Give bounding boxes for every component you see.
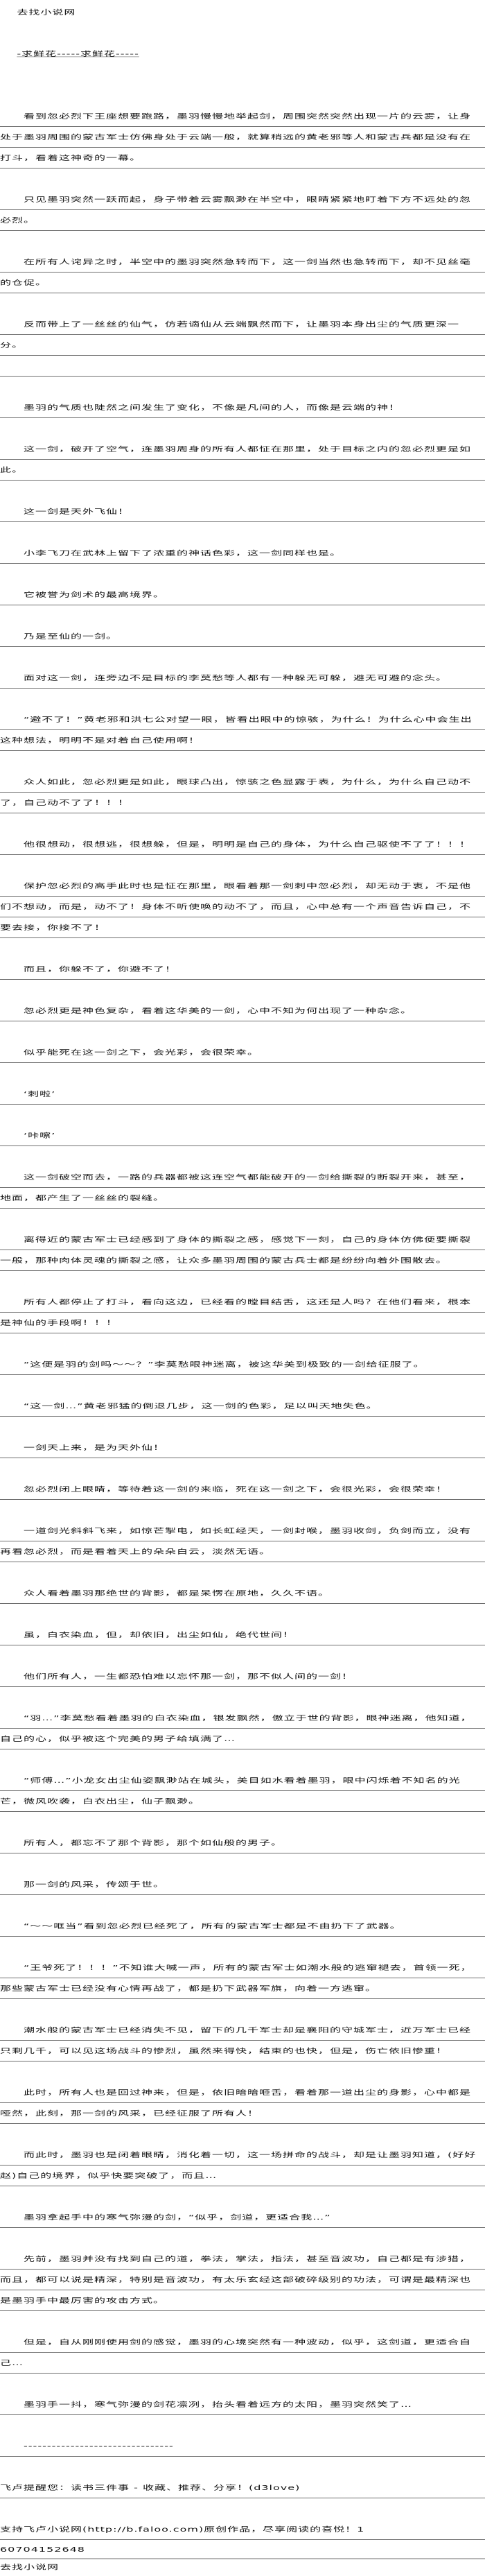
paragraph: 众人如此，忽必烈更是如此，眼球凸出，惊骇之色显露于表，为什么，为什么自己动不了，… <box>0 772 485 813</box>
paragraph: 一道剑光斜斜飞来，如惊芒掣电，如长虹经天，一剑封喉，墨羽收剑，负剑而立，没有再看… <box>0 1521 485 1562</box>
paragraph: 保护忽必烈的高手此时也是怔在那里，眼看着那一剑刺中忽必烈，却无动于衷，不是他们不… <box>0 876 485 938</box>
footer-reminder: 飞卢提醒您：读书三件事 - 收藏、推荐、分享！(d3love) <box>0 2478 485 2499</box>
paragraph: “这便是羽的剑吗～～？”李莫愁眼神迷离，被这华美到极致的一剑给征服了。 <box>0 1354 485 1376</box>
paragraph: 它被誉为剑术的最高境界。 <box>0 585 485 606</box>
paragraph: 虽，白衣染血，但，却依旧，出尘如仙，绝代世间！ <box>0 1625 485 1645</box>
footer-support-number: 60704152648 <box>0 2540 485 2559</box>
paragraph: “避不了！”黄老邪和洪七公对望一眼，皆看出眼中的惊骇，为什么！为什么心中会生出这… <box>0 709 485 751</box>
paragraph: 看到忽必烈下王座想要跑路，墨羽慢慢地举起剑，周围突然突然出现一片的云雾，让身处于… <box>0 106 485 168</box>
paragraph: 那一剑的风采，传颂于世。 <box>0 1874 485 1895</box>
paragraph: 所有人，都忘不了那个背影，那个如仙般的男子。 <box>0 1833 485 1853</box>
paragraph: 似乎能死在这一剑之下，会光彩，会很荣幸。 <box>0 1042 485 1064</box>
paragraph: 墨羽手一抖，寒气弥漫的剑花凛冽，抬头看着远方的太阳，墨羽突然笑了… <box>0 2394 485 2416</box>
paragraph: 墨羽的气质也陡然之间发生了变化，不像是凡间的人，而像是云端的神！ <box>0 397 485 418</box>
paragraph: 潮水般的蒙古军士已经消失不见，留下的几千军士却是襄阳的守城军士，近万军士已经只剩… <box>0 2020 485 2061</box>
paragraph: 只见墨羽突然一跃而起，身子带着云雾飘渺在半空中，眼睛紧紧地盯着下方不远处的忽必烈… <box>0 189 485 231</box>
paragraph: “王爷死了！！！”不知谁大喊一声，所有的蒙古军士如潮水般的逃窜褪去，首领一死，那… <box>0 1957 485 1999</box>
paragraph: 忽必烈更是神色复杂，看着这华美的一剑，心中不知为何出现了一种杂念。 <box>0 1001 485 1021</box>
paragraph: 小李飞刀在武林上留下了浓重的神话色彩，这一剑同样也是。 <box>0 543 485 564</box>
paragraph: 反而带上了一丝丝的仙气，仿若谪仙从云端飘然而下，让墨羽本身出尘的气质更深一分。 <box>0 314 485 377</box>
page-header: 去找小说网 -求鲜花-----求鲜花----- <box>0 0 485 85</box>
paragraph: 墨羽拿起手中的寒气弥漫的剑，“似乎，剑道，更适合我…” <box>0 2207 485 2229</box>
paragraph: 这一剑，破开了空气，连墨羽周身的所有人都怔在那里，处于目标之内的忽必烈更是如此。 <box>0 439 485 481</box>
footer-site-name: 去找小说网 <box>0 2563 60 2572</box>
paragraph: 先前，墨羽并没有找到自己的道，拳法，掌法，指法，甚至音波功，自己都是有涉猎，而且… <box>0 2249 485 2312</box>
paragraph: 在所有人诧异之时，半空中的墨羽突然急转而下，这一剑当然也急转而下，却不见丝毫的仓… <box>0 252 485 294</box>
site-name: 去找小说网 <box>17 8 76 17</box>
paragraph: 这一剑破空而去，一路的兵器都被这连空气都能破开的一剑给撕裂的断裂开来，甚至，地面… <box>0 1167 485 1209</box>
paragraph: “这一剑…”黄老邪猛的倒退几步，这一剑的色彩，足以叫天地失色。 <box>0 1396 485 1417</box>
paragraph: 而且，你躲不了，你避不了！ <box>0 959 485 980</box>
paragraph: 他们所有人，一生都恐怕难以忘怀那一剑，那不似人间的一剑！ <box>0 1666 485 1687</box>
footer-support-line: 支持飞卢小说网(http://b.faloo.com)原创作品，尽享阅读的喜悦！… <box>0 2519 485 2541</box>
paragraph: “羽…”李莫愁看着墨羽的白衣染血，银发飘然，傲立于世的背影，眼神迷离，他知道，自… <box>0 1708 485 1749</box>
paragraph: 此时，所有人也是回过神来，但是，依旧暗暗咂舌，看着那一道出尘的身影，心中都是哑然… <box>0 2082 485 2125</box>
chapter-body: 看到忽必烈下王座想要跑路，墨羽慢慢地举起剑，周围突然突然出现一片的云雾，让身处于… <box>0 106 485 2457</box>
paragraph: 这一剑是天外飞仙！ <box>0 501 485 523</box>
separator-dashes: -------------------------------- <box>0 2436 485 2457</box>
paragraph: 而此时，墨羽也是闭着眼睛，消化着一切，这一场拼命的战斗，却是让墨羽知道，(好好赵… <box>0 2145 485 2187</box>
paragraph: 离得近的蒙古军士已经感到了身体的撕裂之感，感觉下一刻，自己的身体仿佛便要撕裂一般… <box>0 1229 485 1272</box>
paragraph: 面对这一剑，连旁边不是目标的李莫愁等人都有一种躲无可躲，避无可避的念头。 <box>0 668 485 689</box>
page-footer: 飞卢提醒您：读书三件事 - 收藏、推荐、分享！(d3love) 支持飞卢小说网(… <box>0 2478 485 2576</box>
paragraph: 众人看着墨羽那绝世的背影，都是呆愣在原地，久久不语。 <box>0 1583 485 1604</box>
paragraph: “～～哐当”看到忽必烈已经死了，所有的蒙古军士都是不由扔下了武器。 <box>0 1916 485 1937</box>
paragraph: 乃是至仙的一剑。 <box>0 626 485 648</box>
paragraph: ‘刺啦’ <box>0 1084 485 1105</box>
paragraph: ‘咔嚓’ <box>0 1125 485 1147</box>
flower-request-link[interactable]: -求鲜花-----求鲜花----- <box>17 50 139 58</box>
paragraph: 所有人都停止了打斗，看向这边，已经看的瞠目结舌，这还是人吗？在他们看来，根本是神… <box>0 1292 485 1334</box>
paragraph: “师傅…”小龙女出尘仙姿飘渺站在城头，美目如水看着墨羽，眼中闪烁着不知名的光芒，… <box>0 1770 485 1812</box>
paragraph: 他很想动，很想逃，很想躲，但是，明明是自己的身体，为什么自己驱使不了了！！！ <box>0 834 485 855</box>
paragraph: 但是，自从刚刚使用剑的感觉，墨羽的心境突然有一种波动，似乎，这剑道，更适合自己… <box>0 2332 485 2374</box>
paragraph: 一剑天上来，是为天外仙！ <box>0 1437 485 1458</box>
paragraph: 忽必烈闭上眼睛，等待着这一剑的来临，死在这一剑之下，会很光彩，会很荣幸！ <box>0 1479 485 1500</box>
